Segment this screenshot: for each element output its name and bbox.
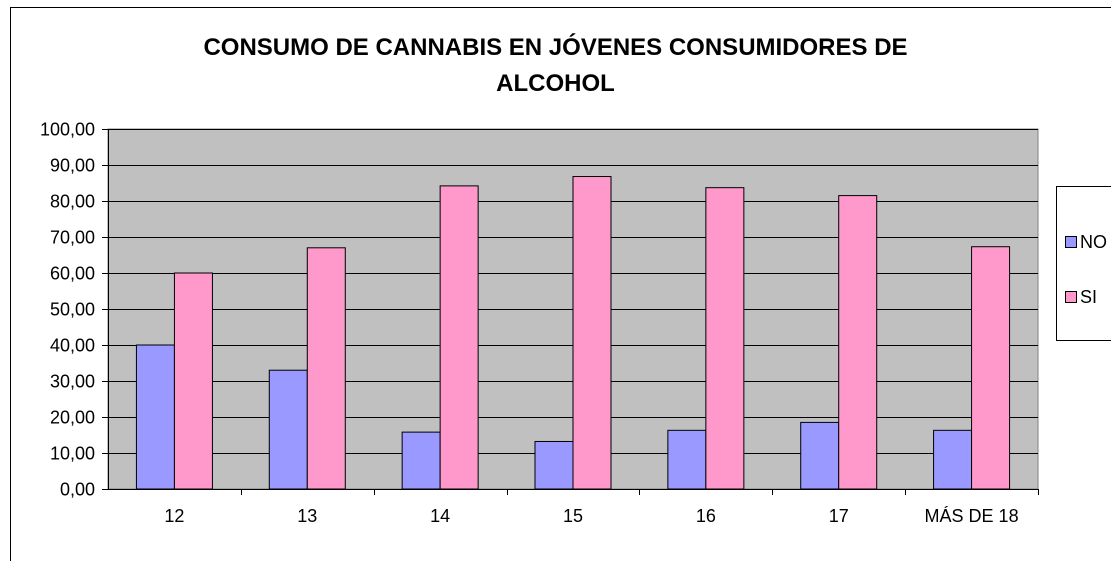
y-tick-label: 0,00: [60, 480, 95, 500]
y-tick-label: 40,00: [50, 336, 95, 356]
legend-box: [1056, 186, 1111, 341]
legend-swatch-no: [1065, 236, 1077, 248]
bar-no-2: [401, 431, 441, 490]
y-tick-label: 60,00: [50, 264, 95, 284]
x-tick-label: 14: [430, 506, 450, 526]
legend-label-si: SI: [1080, 287, 1097, 307]
y-tick-label: 10,00: [50, 444, 95, 464]
x-tick-label: 16: [696, 506, 716, 526]
x-tick-label: 12: [164, 506, 184, 526]
bar-no-0: [135, 344, 175, 490]
x-tick-label: 17: [829, 506, 849, 526]
bar-no-3: [534, 440, 574, 490]
bar-si-0: [173, 272, 213, 490]
chart-frame: [10, 7, 1111, 561]
y-tick-label: 30,00: [50, 372, 95, 392]
bar-si-4: [705, 187, 745, 490]
bar-no-5: [800, 421, 840, 490]
bar-no-6: [933, 429, 973, 490]
y-tick-label: 70,00: [50, 228, 95, 248]
x-tick-label: MÁS DE 18: [925, 506, 1019, 526]
chart-title-line-2: ALCOHOL: [496, 70, 615, 97]
bar-no-1: [268, 369, 308, 490]
bar-si-2: [439, 185, 479, 490]
chart-title: CONSUMO DE CANNABIS EN JÓVENES CONSUMIDO…: [0, 30, 1111, 102]
bar-si-1: [306, 247, 346, 490]
y-tick-label: 50,00: [50, 300, 95, 320]
bar-si-3: [572, 176, 612, 490]
bar-si-5: [838, 195, 878, 490]
y-tick-label: 20,00: [50, 408, 95, 428]
bar-no-4: [667, 429, 707, 490]
chart-title-line-1: CONSUMO DE CANNABIS EN JÓVENES CONSUMIDO…: [203, 34, 908, 61]
y-tick-label: 100,00: [40, 120, 95, 140]
x-tick-label: 13: [297, 506, 317, 526]
y-tick-label: 90,00: [50, 156, 95, 176]
y-tick-label: 80,00: [50, 192, 95, 212]
legend-label-no: NO: [1080, 232, 1107, 252]
bar-si-6: [971, 246, 1011, 490]
x-tick-label: 15: [563, 506, 583, 526]
legend-swatch-si: [1065, 291, 1077, 303]
